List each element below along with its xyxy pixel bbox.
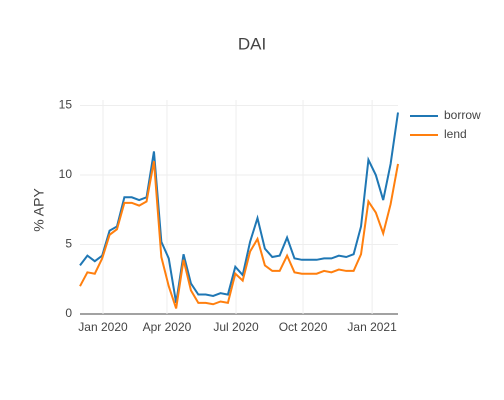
- line-series: [79, 160, 399, 309]
- x-tick-label: Jan 2021: [347, 320, 397, 334]
- x-tick-label: Jan 2020: [78, 320, 128, 334]
- y-axis-label: % APY: [31, 188, 47, 232]
- y-tick-label: 5: [65, 237, 72, 251]
- legend-label: borrow: [444, 108, 481, 122]
- x-tick-label: Oct 2020: [279, 320, 328, 334]
- y-tick-label: 0: [65, 306, 72, 320]
- x-tick-label: Apr 2020: [143, 320, 192, 334]
- y-tick-label: 15: [59, 98, 73, 112]
- y-tick-label: 10: [59, 167, 73, 181]
- x-tick-label: Jul 2020: [213, 320, 259, 334]
- line-series: [79, 112, 399, 304]
- legend-label: lend: [444, 127, 467, 141]
- chart-title: DAI: [238, 34, 266, 53]
